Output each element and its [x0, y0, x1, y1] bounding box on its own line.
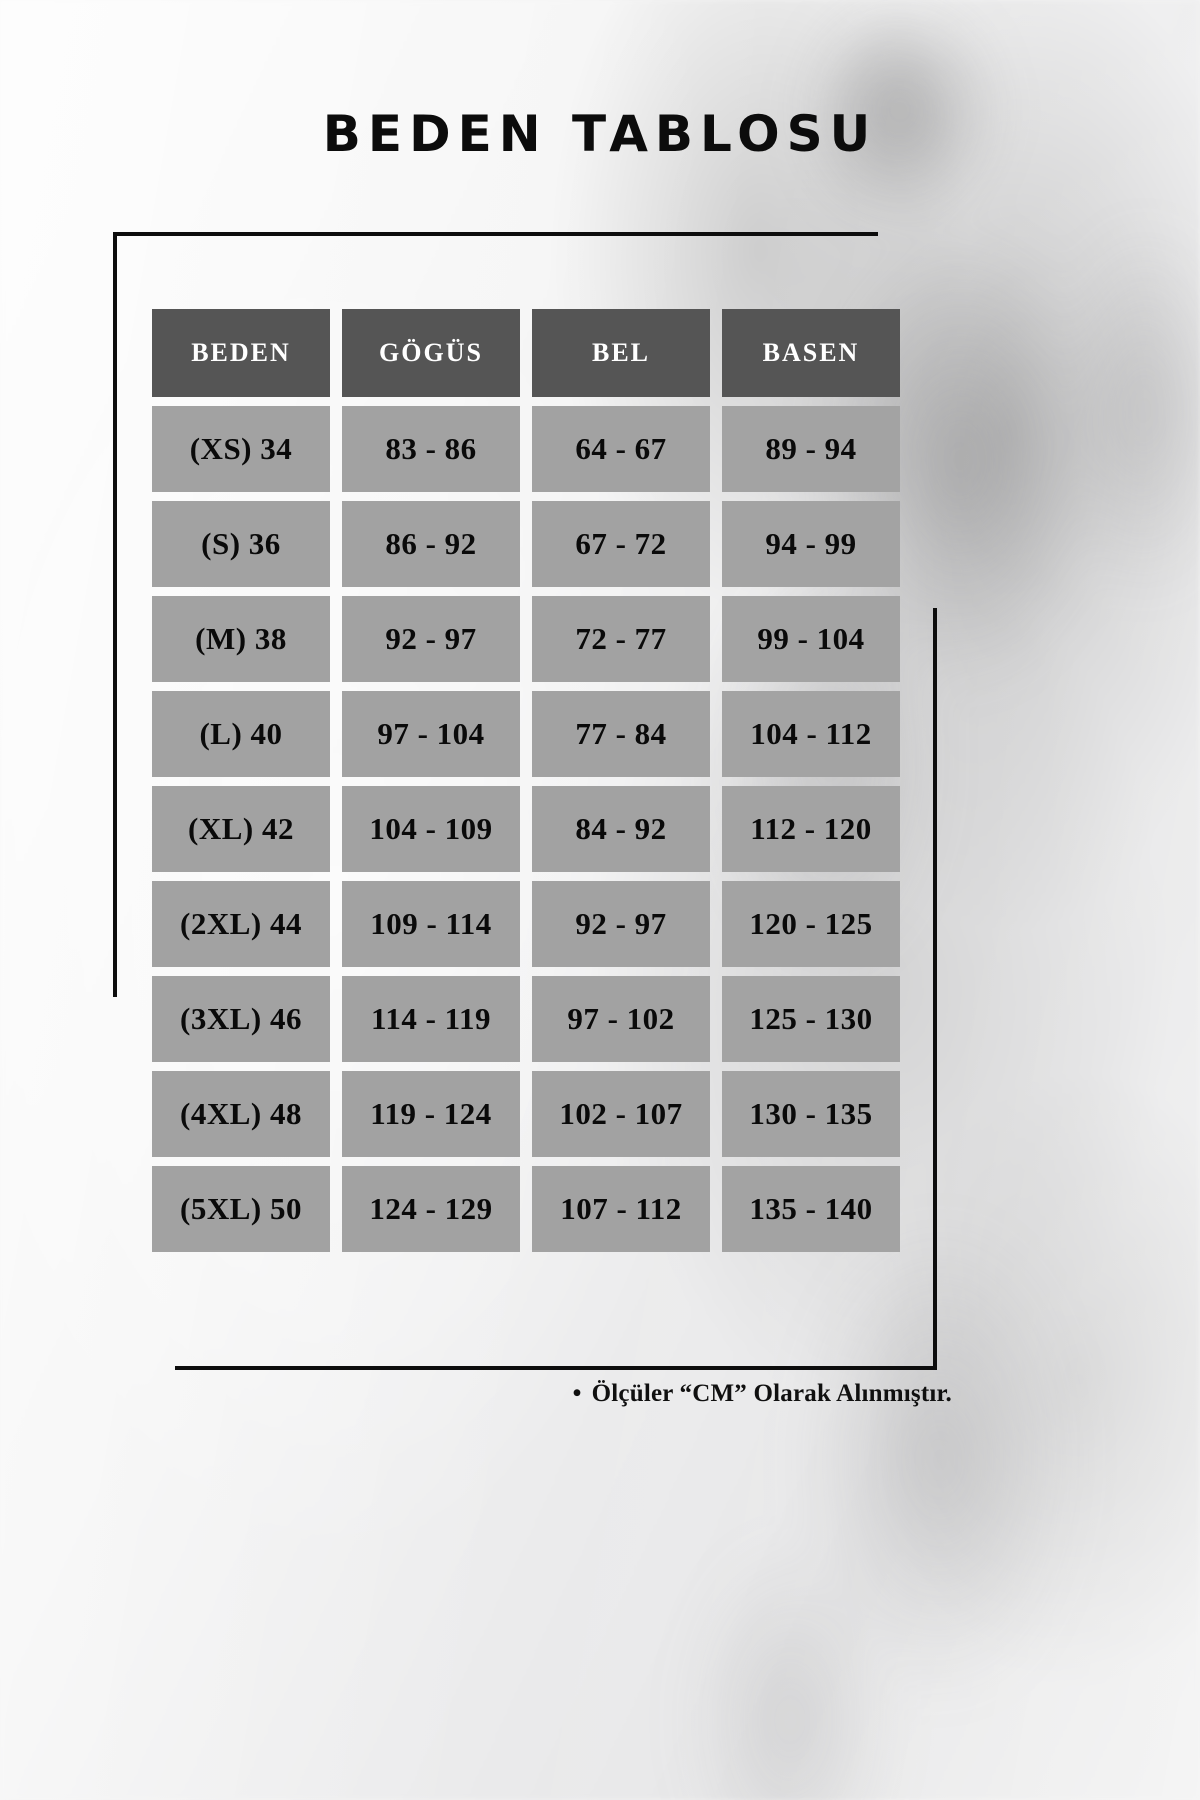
cell-bel: 72 - 77: [532, 596, 710, 682]
cell-beden: (M) 38: [152, 596, 330, 682]
cell-basen: 99 - 104: [722, 596, 900, 682]
footnote-text: Ölçüler “CM” Olarak Alınmıştır.: [591, 1380, 952, 1407]
cell-bel: 64 - 67: [532, 406, 710, 492]
cell-basen: 112 - 120: [722, 786, 900, 872]
bracket-top-left-horizontal: [113, 232, 878, 236]
table-row: (5XL) 50 124 - 129 107 - 112 135 - 140: [152, 1166, 900, 1252]
table-row: (L) 40 97 - 104 77 - 84 104 - 112: [152, 691, 900, 777]
bracket-bottom-right-vertical: [933, 608, 937, 1370]
cell-basen: 94 - 99: [722, 501, 900, 587]
cell-beden: (5XL) 50: [152, 1166, 330, 1252]
cell-basen: 120 - 125: [722, 881, 900, 967]
cell-gogus: 114 - 119: [342, 976, 520, 1062]
cell-gogus: 83 - 86: [342, 406, 520, 492]
cell-basen: 125 - 130: [722, 976, 900, 1062]
cell-beden: (XL) 42: [152, 786, 330, 872]
cell-bel: 102 - 107: [532, 1071, 710, 1157]
bracket-top-left-vertical: [113, 232, 117, 997]
cell-bel: 84 - 92: [532, 786, 710, 872]
table-row: (2XL) 44 109 - 114 92 - 97 120 - 125: [152, 881, 900, 967]
column-header-bel: BEL: [532, 309, 710, 397]
cell-bel: 97 - 102: [532, 976, 710, 1062]
column-header-gogus: GÖGÜS: [342, 309, 520, 397]
bracket-bottom-right-horizontal: [175, 1366, 937, 1370]
table-row: (XS) 34 83 - 86 64 - 67 89 - 94: [152, 406, 900, 492]
size-table: BEDEN GÖGÜS BEL BASEN (XS) 34 83 - 86 64 -…: [140, 300, 912, 1261]
cell-gogus: 104 - 109: [342, 786, 520, 872]
cell-bel: 77 - 84: [532, 691, 710, 777]
table-row: (M) 38 92 - 97 72 - 77 99 - 104: [152, 596, 900, 682]
cell-basen: 135 - 140: [722, 1166, 900, 1252]
table-row: (3XL) 46 114 - 119 97 - 102 125 - 130: [152, 976, 900, 1062]
table-header-row: BEDEN GÖGÜS BEL BASEN: [152, 309, 900, 397]
cell-bel: 107 - 112: [532, 1166, 710, 1252]
table-row: (XL) 42 104 - 109 84 - 92 112 - 120: [152, 786, 900, 872]
page-title: BEDEN TABLOSU: [322, 105, 878, 163]
cell-gogus: 119 - 124: [342, 1071, 520, 1157]
cell-beden: (L) 40: [152, 691, 330, 777]
cell-gogus: 97 - 104: [342, 691, 520, 777]
cell-gogus: 92 - 97: [342, 596, 520, 682]
column-header-basen: BASEN: [722, 309, 900, 397]
bullet-icon: •: [572, 1380, 582, 1407]
table-row: (4XL) 48 119 - 124 102 - 107 130 - 135: [152, 1071, 900, 1157]
table-row: (S) 36 86 - 92 67 - 72 94 - 99: [152, 501, 900, 587]
cell-beden: (XS) 34: [152, 406, 330, 492]
cell-beden: (S) 36: [152, 501, 330, 587]
cell-gogus: 109 - 114: [342, 881, 520, 967]
size-table-body: (XS) 34 83 - 86 64 - 67 89 - 94 (S) 36 86 - 9…: [152, 406, 900, 1252]
size-table-head: BEDEN GÖGÜS BEL BASEN: [152, 309, 900, 397]
cell-beden: (3XL) 46: [152, 976, 330, 1062]
column-header-beden: BEDEN: [152, 309, 330, 397]
cell-basen: 130 - 135: [722, 1071, 900, 1157]
cell-basen: 89 - 94: [722, 406, 900, 492]
cell-gogus: 86 - 92: [342, 501, 520, 587]
cell-beden: (4XL) 48: [152, 1071, 330, 1157]
cell-gogus: 124 - 129: [342, 1166, 520, 1252]
footnote: • Ölçüler “CM” Olarak Alınmıştır.: [0, 1380, 1200, 1408]
cell-beden: (2XL) 44: [152, 881, 330, 967]
cell-basen: 104 - 112: [722, 691, 900, 777]
cell-bel: 67 - 72: [532, 501, 710, 587]
cell-bel: 92 - 97: [532, 881, 710, 967]
